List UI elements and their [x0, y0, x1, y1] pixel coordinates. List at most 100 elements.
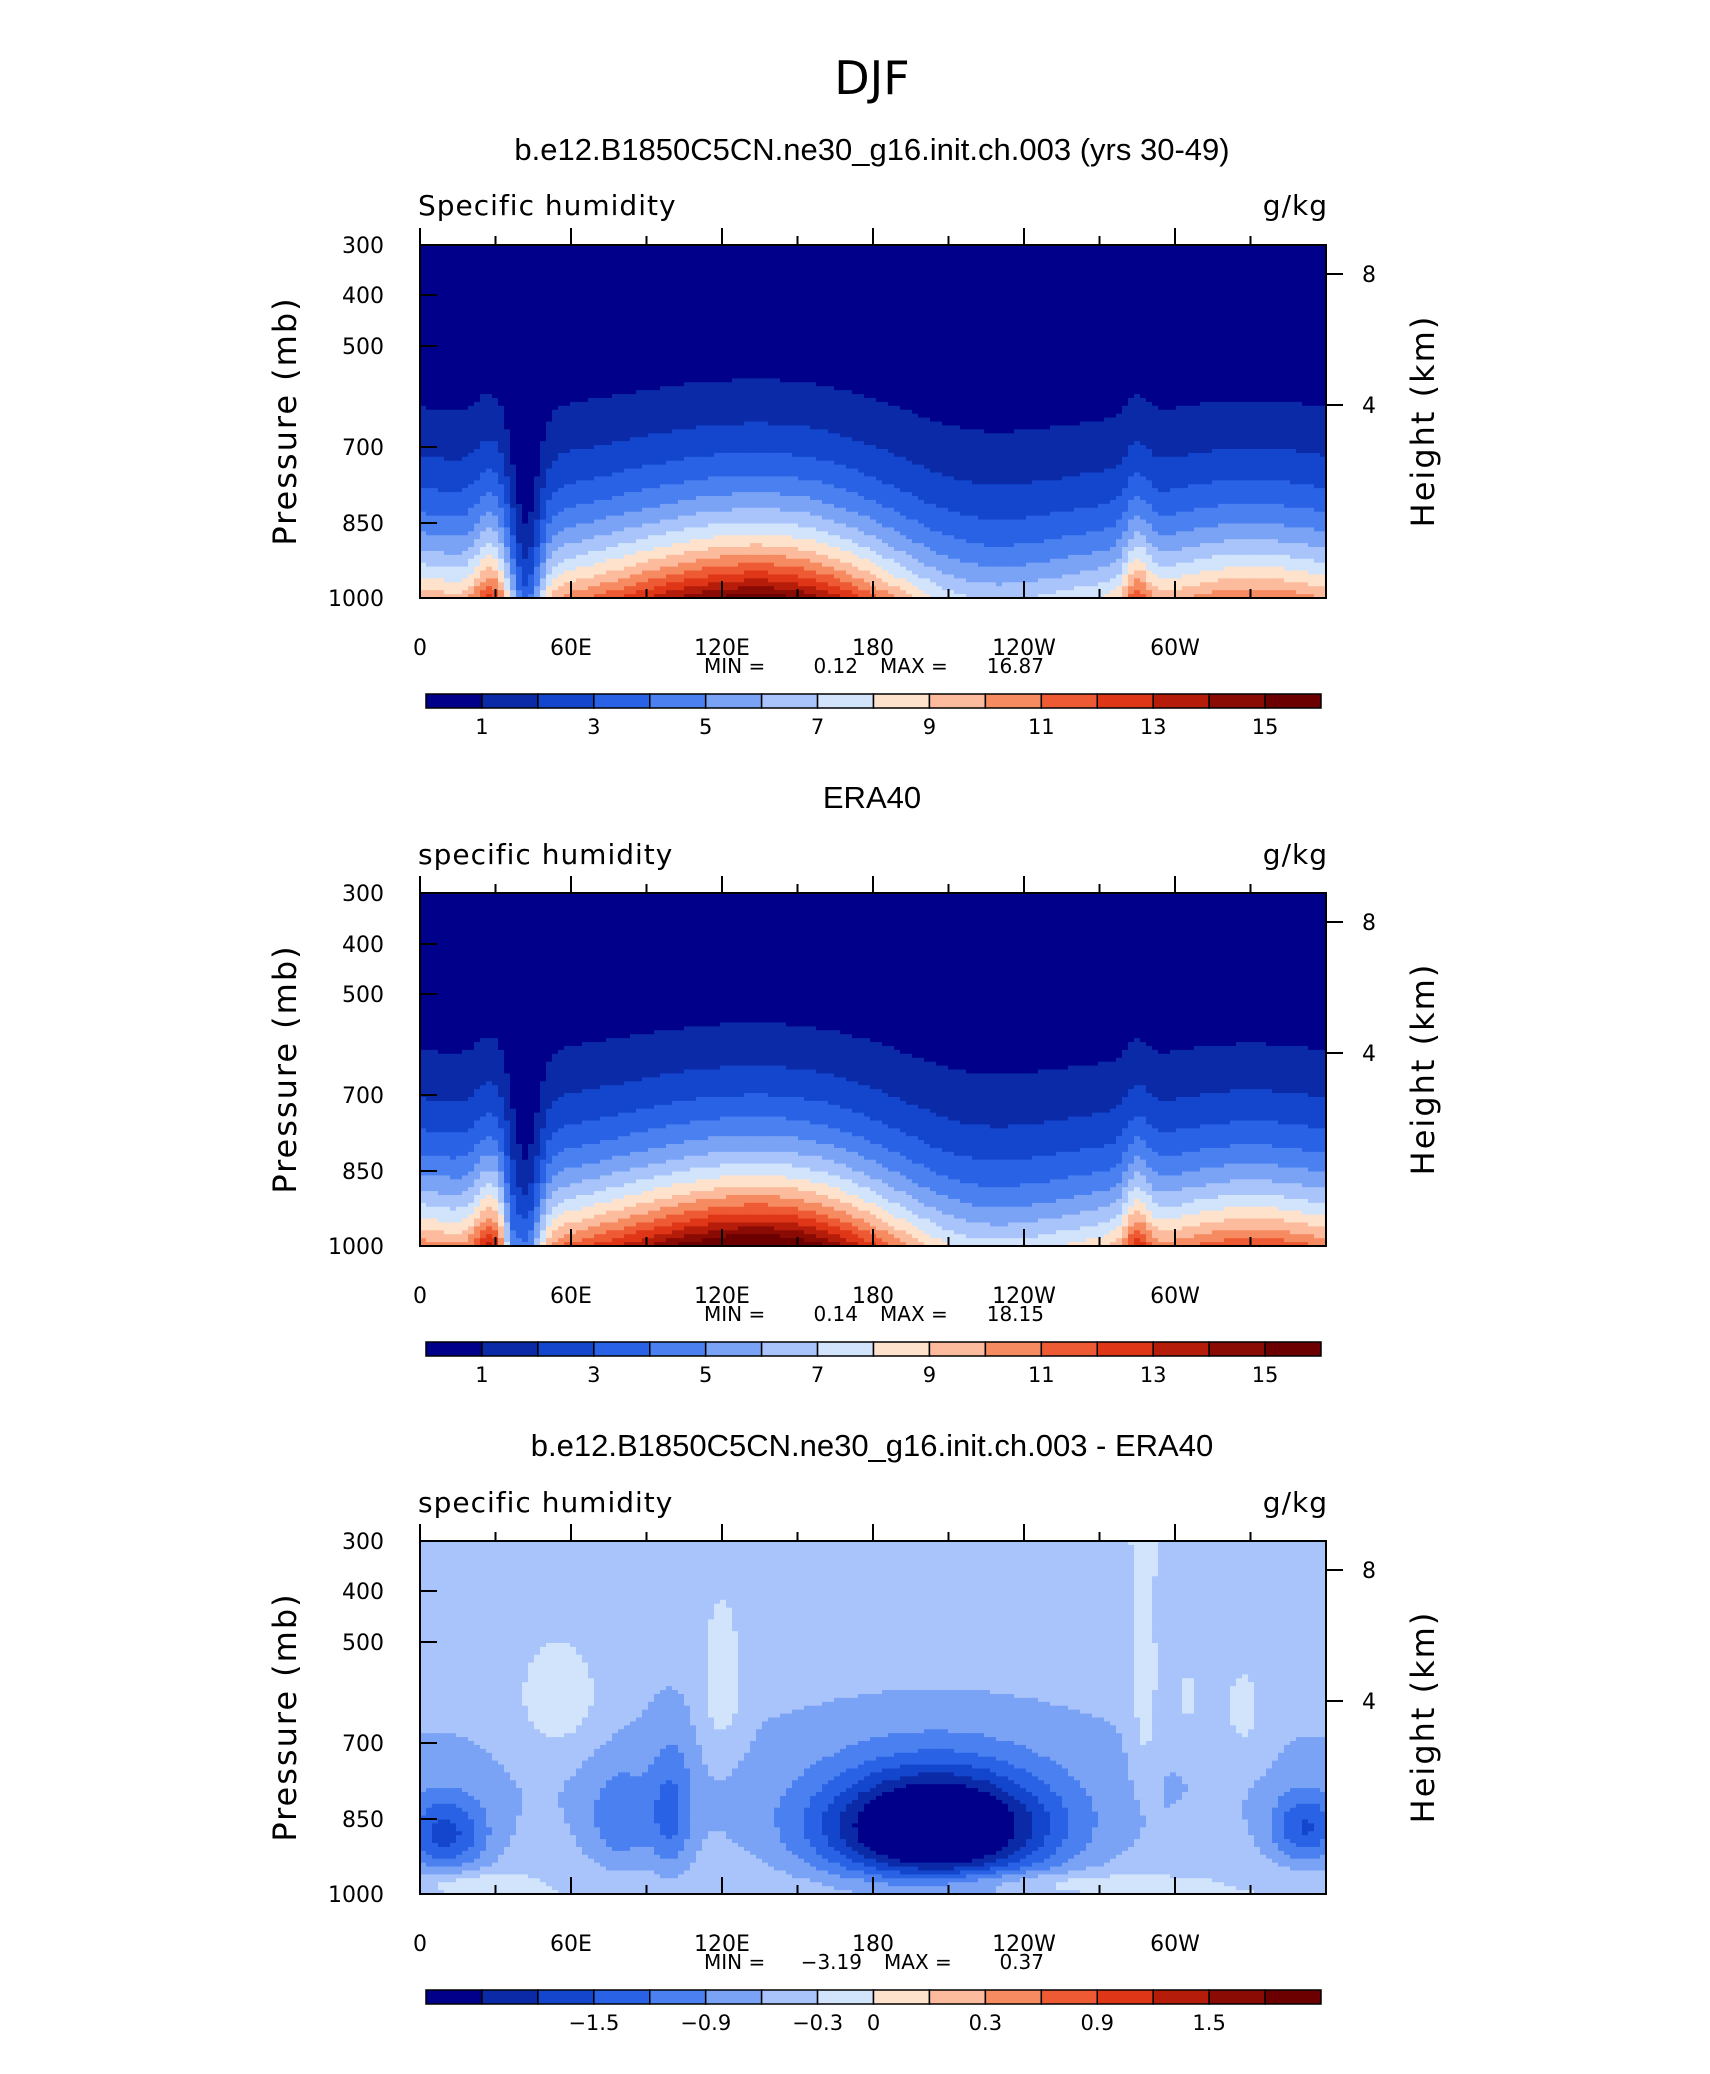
- contour-cell: [936, 276, 943, 281]
- contour-cell: [780, 339, 787, 344]
- contour-cell: [816, 260, 823, 266]
- contour-cell: [1044, 303, 1051, 309]
- contour-cell: [1272, 339, 1279, 344]
- contour-cell: [864, 280, 871, 285]
- contour-cell: [1140, 323, 1147, 329]
- contour-cell: [786, 288, 793, 293]
- contour-cell: [768, 272, 775, 278]
- contour-cell: [1266, 260, 1273, 266]
- contour-cell: [438, 358, 445, 364]
- contour-cell: [984, 260, 991, 266]
- contour-cell: [1182, 358, 1189, 364]
- contour-cell: [636, 358, 643, 364]
- contour-cell: [1080, 339, 1087, 344]
- contour-cell: [744, 292, 751, 297]
- contour-cell: [612, 272, 619, 278]
- contour-cell: [768, 256, 775, 262]
- contour-cell: [852, 268, 859, 274]
- contour-cell: [1164, 272, 1171, 278]
- contour-cell: [594, 272, 601, 278]
- contour-cell: [1230, 339, 1237, 344]
- contour-cell: [528, 292, 535, 297]
- contour-cell: [1026, 339, 1033, 344]
- contour-cell: [672, 252, 679, 258]
- contour-cell: [924, 252, 931, 258]
- contour-cell: [732, 339, 739, 344]
- contour-cell: [1056, 264, 1063, 270]
- contour-cell: [918, 339, 925, 344]
- contour-cell: [864, 292, 871, 297]
- contour-cell: [618, 339, 625, 344]
- contour-cell: [858, 245, 865, 250]
- contour-cell: [1248, 323, 1255, 329]
- contour-cell: [966, 245, 973, 250]
- contour-cell: [1170, 288, 1177, 293]
- contour-cell: [1260, 323, 1267, 329]
- contour-cell: [522, 272, 529, 278]
- contour-cell: [564, 252, 571, 258]
- contour-cell: [564, 245, 571, 250]
- contour-cell: [972, 292, 979, 297]
- contour-cell: [1122, 252, 1129, 258]
- contour-cell: [696, 248, 703, 254]
- contour-cell: [714, 276, 721, 281]
- contour-cell: [1032, 264, 1039, 270]
- contour-cell: [1206, 260, 1213, 266]
- contour-cell: [876, 248, 883, 254]
- contour-cell: [456, 256, 463, 262]
- contour-cell: [1026, 245, 1033, 250]
- contour-cell: [426, 295, 433, 301]
- contour-cell: [660, 264, 667, 270]
- contour-cell: [1140, 260, 1147, 266]
- contour-cell: [510, 284, 517, 289]
- contour-cell: [1194, 280, 1201, 285]
- contour-cell: [1092, 288, 1099, 293]
- contour-cell: [1026, 260, 1033, 266]
- contour-cell: [1302, 303, 1309, 309]
- contour-cell: [492, 264, 499, 270]
- contour-cell: [576, 295, 583, 301]
- contour-cell: [678, 323, 685, 329]
- contour-cell: [1122, 339, 1129, 344]
- contour-cell: [606, 358, 613, 364]
- contour-cell: [450, 303, 457, 309]
- contour-cell: [1086, 358, 1093, 364]
- contour-cell: [576, 272, 583, 278]
- contour-cell: [726, 264, 733, 270]
- contour-cell: [660, 268, 667, 274]
- contour-cell: [750, 264, 757, 270]
- contour-cell: [864, 272, 871, 278]
- contour-cell: [906, 276, 913, 281]
- contour-cell: [720, 280, 727, 285]
- contour-cell: [1164, 358, 1171, 364]
- contour-cell: [888, 248, 895, 254]
- contour-cell: [1194, 276, 1201, 281]
- contour-cell: [978, 323, 985, 329]
- contour-cell: [1296, 268, 1303, 274]
- contour-cell: [1224, 245, 1231, 250]
- contour-cell: [750, 303, 757, 309]
- contour-cell: [1248, 358, 1255, 364]
- contour-cell: [732, 245, 739, 250]
- contour-cell: [1290, 276, 1297, 281]
- contour-cell: [852, 303, 859, 309]
- contour-cell: [1122, 264, 1129, 270]
- contour-cell: [462, 303, 469, 309]
- contour-cell: [1044, 245, 1051, 250]
- contour-cell: [492, 268, 499, 274]
- contour-cell: [702, 248, 709, 254]
- contour-cell: [792, 256, 799, 262]
- contour-cell: [954, 245, 961, 250]
- contour-cell: [930, 276, 937, 281]
- contour-cell: [474, 245, 481, 250]
- contour-cell: [1248, 260, 1255, 266]
- contour-cell: [720, 248, 727, 254]
- contour-cell: [552, 284, 559, 289]
- contour-cell: [1122, 292, 1129, 297]
- contour-cell: [894, 288, 901, 293]
- contour-cell: [726, 252, 733, 258]
- contour-cell: [786, 358, 793, 364]
- contour-cell: [564, 358, 571, 364]
- contour-cell: [948, 280, 955, 285]
- contour-cell: [774, 292, 781, 297]
